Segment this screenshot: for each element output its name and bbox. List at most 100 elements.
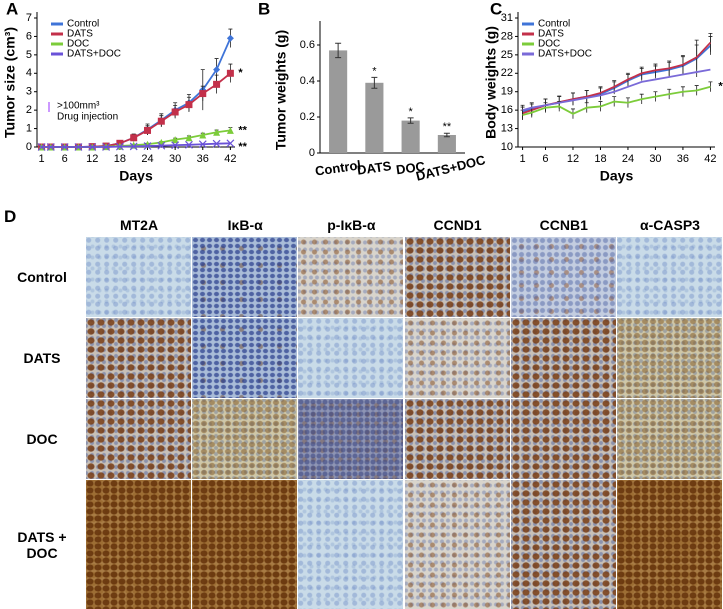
y-tick-label: 2 (26, 104, 32, 116)
legend-label: DOC (538, 39, 560, 50)
x-tick-label: Control (314, 157, 362, 178)
ihc-image (192, 399, 298, 479)
ihc-image (298, 480, 404, 609)
marker (129, 142, 138, 151)
row-label-text: DATS (23, 350, 61, 366)
y-tick-label: 5 (26, 49, 32, 61)
y-tick-label: 0.4 (300, 75, 315, 87)
x-axis-label: Days (119, 168, 153, 184)
y-axis-label: Body weights (g) (483, 26, 499, 139)
legend-label: DATS+DOC (67, 49, 121, 60)
ihc-image (192, 237, 298, 317)
marker (199, 90, 207, 98)
marker (60, 143, 69, 151)
ihc-image (510, 318, 616, 398)
legend-label: DATS+DOC (538, 49, 592, 60)
x-tick-label: DOC (395, 158, 426, 177)
y-tick-label: 4 (26, 67, 32, 79)
x-tick-label: 6 (542, 153, 548, 165)
legend-label: Control (67, 19, 99, 30)
marker (226, 69, 234, 77)
x-tick-label: 36 (677, 153, 689, 165)
marker (185, 140, 193, 149)
x-tick-label: 18 (594, 153, 606, 165)
significance: * (238, 67, 243, 79)
legend-note: >100mm³ (57, 101, 100, 112)
significance: ** (443, 121, 452, 133)
y-tick-label: 0.2 (300, 111, 315, 123)
y-tick-label: 19 (501, 86, 513, 98)
ihc-image (298, 318, 404, 398)
marker (88, 143, 97, 151)
significance: ** (718, 81, 723, 93)
ihc-image (404, 399, 510, 479)
marker (198, 140, 207, 149)
column-header: CCND1 (433, 217, 482, 233)
panel-d: D MT2A IκB-α p-IκB-α CCND1 CCNB1 α-CASP3 Contr… (0, 205, 723, 609)
row-label: DATS (0, 318, 84, 398)
marker (171, 141, 180, 150)
marker (171, 136, 179, 144)
marker (199, 131, 207, 139)
ihc-image (192, 318, 298, 398)
ihc-image (617, 480, 722, 609)
ihc-image (510, 237, 616, 317)
marker (102, 143, 110, 151)
x-axis-label: Days (600, 168, 634, 184)
y-tick-label: 1 (26, 122, 32, 134)
significance: * (408, 106, 413, 118)
significance: * (372, 65, 377, 77)
series-line (522, 68, 711, 112)
y-tick-label: 25 (501, 49, 513, 61)
ihc-image (510, 399, 616, 479)
panel-label: B (258, 0, 270, 18)
marker (143, 142, 152, 151)
bar (365, 82, 384, 153)
legend-label: Control (538, 19, 570, 30)
error-bar (708, 81, 713, 92)
ihc-image (617, 318, 722, 398)
row-label: DATS + DOC (0, 480, 84, 609)
y-axis-label: Tumor weights (g) (273, 30, 289, 150)
y-tick-label: 0.6 (300, 39, 315, 51)
column-header: CCNB1 (539, 217, 588, 233)
marker (212, 139, 221, 148)
x-tick-label: 24 (622, 153, 634, 165)
ihc-image (192, 480, 298, 609)
marker (144, 126, 152, 134)
error-bar (335, 42, 342, 59)
column-header: α-CASP3 (640, 217, 700, 233)
marker (46, 143, 55, 151)
x-tick-label: 1 (520, 153, 526, 165)
y-tick-label: 7 (26, 12, 32, 24)
legend-label: DATS (538, 29, 564, 40)
column-header: p-IκB-α (327, 217, 376, 233)
significance: ** (238, 124, 247, 136)
marker (130, 134, 138, 142)
panel-label: D (4, 207, 17, 226)
y-tick-label: 28 (501, 30, 513, 42)
x-tick-label: 18 (114, 153, 126, 165)
panel-label: A (6, 0, 18, 18)
marker (157, 141, 166, 150)
marker (226, 126, 234, 134)
marker (226, 139, 235, 148)
bar (401, 120, 420, 153)
x-tick-label: 42 (704, 153, 716, 165)
error-bar (371, 76, 378, 89)
column-header: MT2A (119, 217, 159, 233)
legend-label: DOC (67, 39, 89, 50)
ihc-image (617, 399, 722, 479)
row-label-text: DOC (26, 431, 58, 447)
y-axis-label: Tumor size (cm³) (2, 27, 18, 138)
x-tick-label: 30 (169, 153, 181, 165)
ihc-image (404, 318, 510, 398)
x-tick-label: 30 (649, 153, 661, 165)
marker (37, 143, 46, 151)
marker (185, 101, 193, 109)
y-tick-label: 16 (501, 104, 513, 116)
y-tick-label: 13 (501, 122, 513, 134)
x-tick-label: 1 (39, 153, 45, 165)
